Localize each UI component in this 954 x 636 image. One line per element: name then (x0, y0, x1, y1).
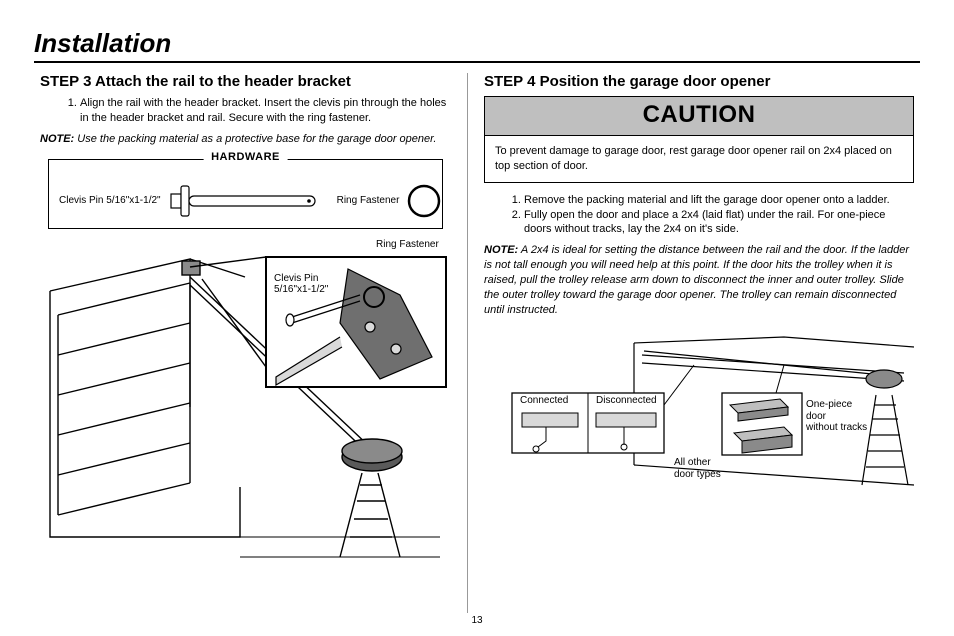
step3-list: Align the rail with the header bracket. … (40, 96, 451, 126)
step3-note: NOTE: Use the packing material as a prot… (40, 132, 451, 147)
clevis-pin-label: Clevis Pin 5/16"x1-1/2" (59, 195, 161, 206)
lbl-connected: Connected (520, 395, 568, 406)
ring-fastener-icon (405, 182, 443, 220)
clevis-pin-icon (169, 184, 329, 218)
note-text-2: A 2x4 is ideal for setting the distance … (484, 244, 909, 315)
right-column: STEP 4 Position the garage door opener C… (467, 73, 920, 613)
lbl-onepiece-3: without tracks (806, 422, 867, 434)
lbl-all-other: All other door types (674, 457, 730, 480)
lbl-disconnected: Disconnected (596, 395, 657, 406)
lbl-onepiece-2: door (806, 411, 867, 423)
detail-clevis-label-1: Clevis Pin (274, 273, 328, 285)
note-text: Use the packing material as a protective… (77, 133, 436, 145)
step3-item-1: Align the rail with the header bracket. … (80, 96, 451, 126)
ring-fastener-label: Ring Fastener (337, 195, 400, 206)
step3-heading: STEP 3 Attach the rail to the header bra… (40, 73, 451, 90)
detail-ring-label: Ring Fastener (376, 239, 439, 250)
step4-note: NOTE: A 2x4 is ideal for setting the dis… (484, 243, 914, 317)
step4-item-2: Fully open the door and place a 2x4 (lai… (524, 208, 914, 238)
detail-clevis-label-2: 5/16"x1-1/2" (274, 284, 328, 296)
page-number: 13 (471, 615, 482, 626)
caution-heading: CAUTION (485, 97, 913, 136)
content-columns: STEP 3 Attach the rail to the header bra… (34, 73, 920, 613)
note-label: NOTE: (40, 133, 74, 145)
hardware-label: HARDWARE (203, 151, 288, 163)
lbl-onepiece-1: One-piece (806, 399, 867, 411)
left-column: STEP 3 Attach the rail to the header bra… (34, 73, 467, 613)
caution-box: CAUTION To prevent damage to garage door… (484, 96, 914, 183)
step3-figure: Ring Fastener Clevis Pin 5/16"x1-1/2" (40, 237, 451, 567)
hardware-box: HARDWARE Clevis Pin 5/16"x1-1/2" Ring Fa… (48, 159, 443, 229)
note-label-2: NOTE: (484, 244, 518, 256)
step4-item-1: Remove the packing material and lift the… (524, 193, 914, 208)
step4-heading: STEP 4 Position the garage door opener (484, 73, 914, 90)
step4-figure: Connected Disconnected All other door ty… (484, 335, 914, 505)
step4-list: Remove the packing material and lift the… (484, 193, 914, 238)
page-title: Installation (34, 28, 920, 63)
caution-body: To prevent damage to garage door, rest g… (485, 136, 913, 182)
